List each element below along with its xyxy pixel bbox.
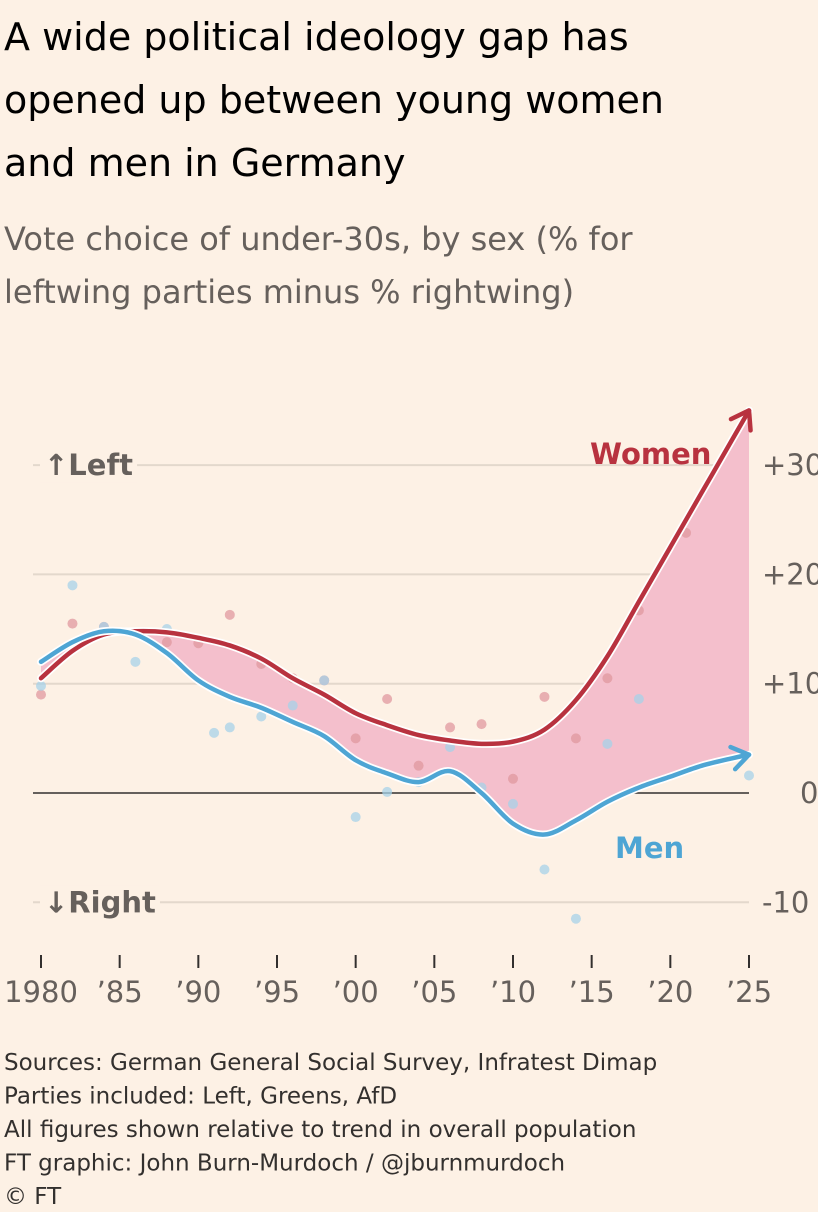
survey-point bbox=[130, 656, 141, 667]
survey-point bbox=[445, 722, 456, 733]
arrow-head bbox=[728, 408, 753, 433]
survey-point bbox=[209, 727, 220, 738]
chart-subtitle: Vote choice of under-30s, by sex (% for l… bbox=[4, 220, 633, 311]
survey-point bbox=[413, 760, 424, 771]
y-tick-label: +30 bbox=[762, 448, 818, 482]
survey-point bbox=[570, 733, 581, 744]
trend-line bbox=[38, 408, 752, 747]
x-tick-label: ’10 bbox=[490, 975, 536, 1009]
x-tick-label: ’00 bbox=[333, 975, 379, 1009]
x-tick-label: ’25 bbox=[726, 975, 772, 1009]
y-tick-label: -10 bbox=[762, 885, 809, 919]
survey-point bbox=[539, 864, 550, 875]
x-tick-label: ’90 bbox=[175, 975, 221, 1009]
survey-point bbox=[508, 773, 518, 784]
x-tick-label: ’85 bbox=[97, 975, 143, 1009]
survey-point bbox=[224, 722, 235, 733]
series-label: Women bbox=[590, 437, 711, 471]
survey-point bbox=[224, 609, 235, 620]
survey-point bbox=[476, 719, 487, 730]
x-tick-label: ’15 bbox=[569, 975, 615, 1009]
plot: +30 +20 +10 0 -10 ↑Left ↓Right 1980 ’85 ’90 ’95 ’00… bbox=[4, 406, 818, 1009]
direction-annotation: ↓Right bbox=[44, 885, 156, 919]
survey-point bbox=[36, 680, 46, 691]
y-tick-label: +20 bbox=[762, 557, 818, 591]
survey-point bbox=[67, 580, 78, 591]
y-tick-label: +10 bbox=[762, 667, 818, 701]
survey-point bbox=[350, 733, 361, 744]
survey-point bbox=[744, 770, 754, 781]
survey-point bbox=[633, 694, 644, 705]
annotation-bg bbox=[40, 448, 138, 483]
gap-area bbox=[41, 410, 749, 835]
x-tick-label: ’05 bbox=[411, 975, 457, 1009]
survey-point bbox=[287, 700, 298, 711]
footer-line: FT graphic: John Burn-Murdoch / @jburnmu… bbox=[4, 1151, 565, 1177]
x-tick-label: ’95 bbox=[254, 975, 300, 1009]
survey-point bbox=[256, 711, 267, 722]
survey-point bbox=[67, 618, 78, 629]
survey-point bbox=[350, 812, 361, 823]
survey-point bbox=[602, 673, 613, 684]
footer: Sources: German General Social Survey, I… bbox=[4, 1050, 657, 1210]
trend-line bbox=[38, 628, 752, 837]
survey-point bbox=[382, 694, 393, 705]
series-label: Men bbox=[615, 831, 684, 865]
survey-point bbox=[539, 691, 550, 702]
direction-annotation: ↑Left bbox=[44, 448, 133, 482]
footer-line: Parties included: Left, Greens, AfD bbox=[4, 1084, 397, 1110]
survey-point bbox=[602, 738, 613, 749]
y-tick-label: 0 bbox=[800, 776, 818, 810]
x-tick-label: 1980 bbox=[4, 975, 78, 1009]
survey-point bbox=[161, 637, 172, 648]
survey-point bbox=[382, 786, 393, 797]
footer-line: © FT bbox=[4, 1184, 62, 1210]
chart-title: A wide political ideology gap has opened … bbox=[4, 15, 664, 185]
footer-line: Sources: German General Social Survey, I… bbox=[4, 1050, 657, 1076]
footer-line: All figures shown relative to trend in o… bbox=[4, 1117, 636, 1143]
arrow-head bbox=[728, 744, 752, 772]
annotation-bg bbox=[40, 885, 160, 920]
survey-point bbox=[36, 689, 46, 700]
survey-point bbox=[319, 675, 330, 686]
survey-point bbox=[508, 798, 518, 809]
x-tick-label: ’20 bbox=[647, 975, 693, 1009]
survey-point bbox=[570, 913, 581, 924]
